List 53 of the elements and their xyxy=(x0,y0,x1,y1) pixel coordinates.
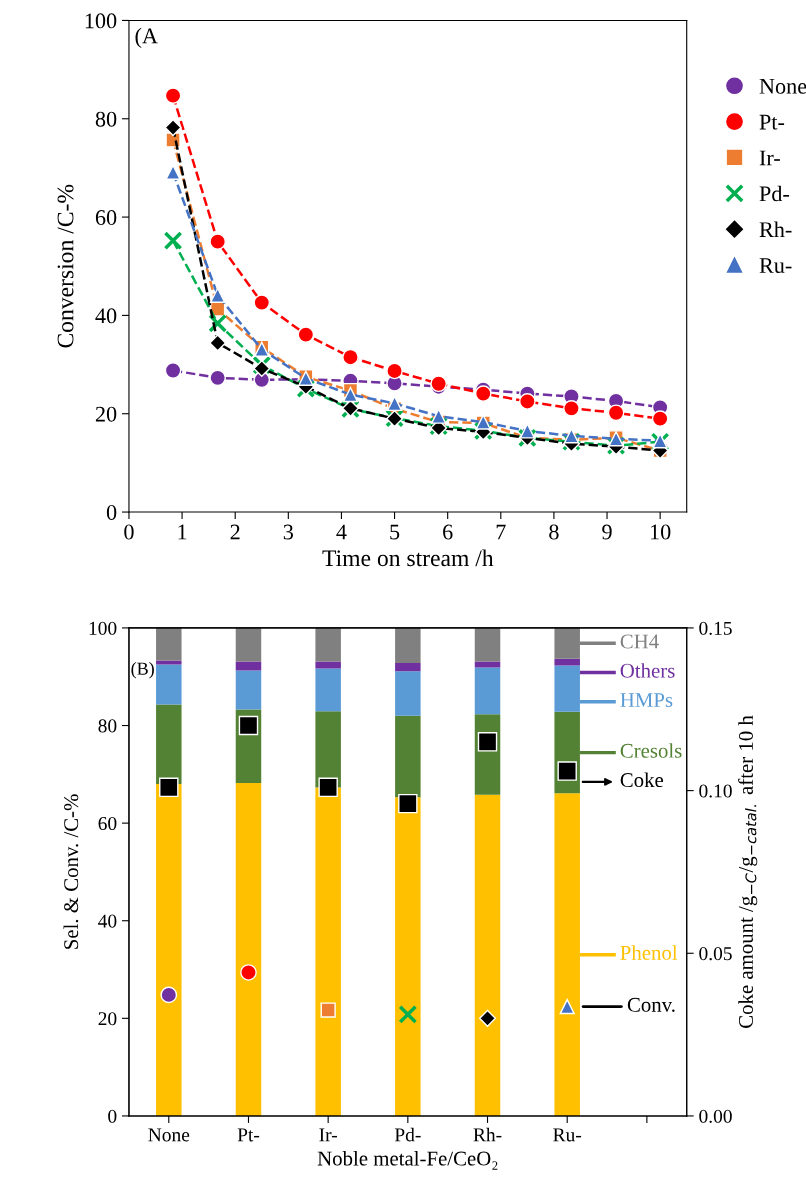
y-axis-title: Sel. & Conv. /C-% xyxy=(63,794,79,949)
x-tick-label: 7 xyxy=(496,524,506,540)
annotation: Conv. xyxy=(627,997,675,1012)
x-axis-title: Time on stream /h xyxy=(322,549,494,567)
y-tick-label: 80 xyxy=(95,111,117,127)
legend-label: Ir- xyxy=(759,150,780,166)
legend-label: Rh- xyxy=(759,221,792,237)
x-tick-label: 8 xyxy=(549,524,559,540)
y-tick-label: 0 xyxy=(106,504,117,520)
y-tick-label: 80 xyxy=(98,719,117,733)
x-tick-label: Rh- xyxy=(473,1127,502,1142)
legend-label: Cresols xyxy=(620,743,682,758)
x-tick-label: 9 xyxy=(602,524,612,540)
y2-tick-label: 0.10 xyxy=(699,784,732,798)
legend-label: None xyxy=(759,79,806,94)
y2-axis-title: Coke amount /g$_{−C}$/g$_{−catal.}$ after 10 h xyxy=(738,715,758,1028)
x-tick-label: 6 xyxy=(443,524,453,540)
y-tick-label: 40 xyxy=(95,308,117,324)
x-tick-label: Pt- xyxy=(237,1128,260,1142)
legend-label: Pd- xyxy=(759,185,790,202)
y2-tick-label: 0.00 xyxy=(699,1109,732,1123)
legend-label: CH4 xyxy=(620,634,659,649)
legend-label: HMPs xyxy=(620,693,673,708)
x-tick-label: 10 xyxy=(651,524,671,540)
x-tick-label: Ir- xyxy=(319,1128,337,1142)
y-axis-title: Conversion /C-% xyxy=(57,184,74,348)
x-tick-label: Ru- xyxy=(553,1128,582,1142)
annotation: (A xyxy=(135,27,158,48)
legend-label: Others xyxy=(620,663,675,678)
y2-tick-label: 0.15 xyxy=(699,621,732,635)
x-tick-label: 1 xyxy=(178,524,187,540)
x-axis-title: Noble metal-Fe/CeO₂ xyxy=(317,1150,498,1170)
y-tick-label: 60 xyxy=(95,210,117,226)
x-tick-label: 3 xyxy=(283,524,294,540)
x-tick-label: Pd- xyxy=(394,1127,421,1142)
y-tick-label: 20 xyxy=(98,1012,117,1026)
legend-label: Phenol xyxy=(620,945,678,960)
x-tick-label: 2 xyxy=(230,524,240,540)
y-tick-label: 40 xyxy=(98,914,117,928)
legend-label: Coke xyxy=(620,772,664,788)
y-tick-label: 100 xyxy=(85,13,117,29)
x-tick-label: None xyxy=(148,1128,190,1142)
annotation: (B) xyxy=(131,662,154,679)
legend-label: Pt- xyxy=(759,114,785,130)
x-tick-label: 5 xyxy=(390,524,400,540)
y-tick-label: 100 xyxy=(89,621,117,635)
y-tick-label: 20 xyxy=(95,406,117,422)
y2-tick-label: 0.05 xyxy=(699,947,732,961)
y-tick-label: 0 xyxy=(108,1109,117,1123)
y-tick-label: 60 xyxy=(98,816,117,831)
legend-label: Ru- xyxy=(759,258,792,273)
x-tick-label: 4 xyxy=(336,524,347,540)
x-tick-label: 0 xyxy=(124,524,134,540)
